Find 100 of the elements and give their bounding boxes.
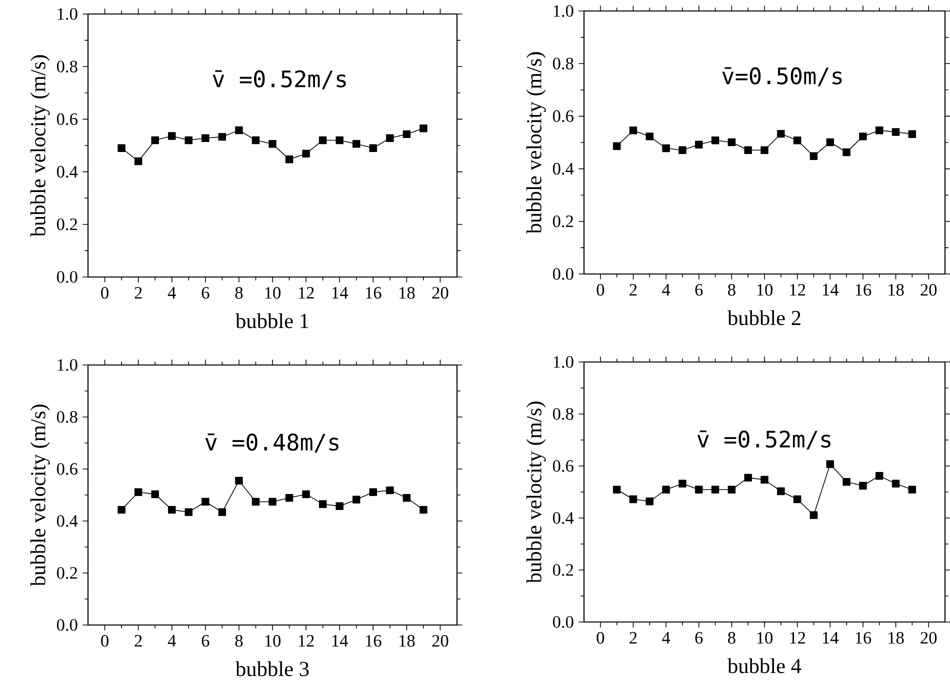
x-tick-label: 12 xyxy=(790,284,806,296)
y-tick-label: 0.4 xyxy=(56,166,78,178)
point xyxy=(711,136,720,144)
point xyxy=(420,506,428,514)
point xyxy=(777,130,785,138)
point xyxy=(646,497,654,506)
point xyxy=(386,486,394,494)
point xyxy=(318,136,327,144)
x-tick-label: 6 xyxy=(202,635,210,647)
point xyxy=(793,136,802,144)
x-tick-label: 14 xyxy=(822,632,839,644)
point xyxy=(612,486,621,494)
point xyxy=(369,144,378,152)
point xyxy=(285,494,294,502)
x-tick-label: 18 xyxy=(888,284,904,296)
x-tick-label: 16 xyxy=(366,287,382,299)
y-tick-label: 0.8 xyxy=(56,60,78,72)
point xyxy=(728,138,736,146)
x-tick-label: 0 xyxy=(101,287,108,299)
annotation: v̄ =0.48m/s xyxy=(205,433,338,452)
y-tick-label: 0.0 xyxy=(56,619,78,631)
point xyxy=(402,494,411,502)
x-tick-label: 20 xyxy=(920,284,937,296)
point xyxy=(612,142,621,150)
y-axis-title: bubble velocity (m/s) xyxy=(526,402,546,584)
point xyxy=(810,511,818,519)
point xyxy=(285,156,294,164)
point xyxy=(760,146,768,154)
x-tick-label: 20 xyxy=(432,287,448,299)
point xyxy=(336,136,344,144)
y-tick-label: 0.6 xyxy=(56,463,78,475)
y-tick-label: 0.6 xyxy=(552,110,574,122)
y-tick-label: 0.2 xyxy=(552,564,574,576)
point xyxy=(118,506,126,514)
point xyxy=(908,130,916,138)
point xyxy=(302,150,310,158)
point xyxy=(695,486,703,494)
annotation: v̄=0.50m/s xyxy=(722,67,842,86)
x-tick-label: 8 xyxy=(235,287,243,299)
x-tick-label: 2 xyxy=(630,284,637,296)
point xyxy=(678,480,686,488)
point xyxy=(420,124,428,132)
point xyxy=(352,496,360,504)
point xyxy=(134,488,142,496)
point xyxy=(859,132,867,140)
point xyxy=(151,490,159,498)
point xyxy=(151,136,159,144)
point xyxy=(386,134,394,142)
y-axis-title: bubble velocity (m/s) xyxy=(526,52,546,234)
point xyxy=(908,486,916,494)
point xyxy=(302,490,310,498)
point xyxy=(268,140,276,148)
x-tick-label: 2 xyxy=(134,287,142,299)
point xyxy=(842,478,850,486)
point xyxy=(777,487,785,496)
x-tick-label: 10 xyxy=(757,632,773,644)
x-tick-label: 12 xyxy=(298,635,314,647)
y-tick-label: 0.4 xyxy=(552,162,574,175)
point xyxy=(402,130,411,138)
x-tick-label: 16 xyxy=(856,632,872,644)
point xyxy=(184,136,193,144)
point xyxy=(695,140,703,148)
point xyxy=(168,506,176,514)
x-tick-label: 8 xyxy=(728,284,736,296)
point xyxy=(235,476,243,485)
point xyxy=(760,476,768,484)
point xyxy=(842,148,850,156)
y-tick-label: 1.0 xyxy=(554,356,574,368)
x-tick-label: 16 xyxy=(856,284,872,296)
point xyxy=(369,488,378,496)
point xyxy=(252,498,260,506)
x-axis-title: bubble 4 xyxy=(727,658,802,674)
point xyxy=(268,498,276,506)
point xyxy=(678,146,686,154)
x-tick-label: 4 xyxy=(662,284,670,296)
y-tick-label: 0.0 xyxy=(56,271,78,283)
point xyxy=(662,144,670,152)
x-tick-label: 6 xyxy=(695,284,703,296)
y-tick-label: 0.8 xyxy=(552,408,574,420)
point xyxy=(202,134,210,142)
x-tick-label: 2 xyxy=(134,635,142,647)
y-tick-label: 0.0 xyxy=(552,268,574,280)
point xyxy=(218,132,226,141)
y-tick-label: 1.0 xyxy=(58,359,78,371)
annotation: v̄ =0.52m/s xyxy=(212,70,346,90)
point xyxy=(134,157,142,166)
x-tick-label: 4 xyxy=(168,287,176,298)
point xyxy=(118,144,126,152)
x-tick-label: 4 xyxy=(168,635,176,646)
y-axis-title: bubble velocity (m/s) xyxy=(30,404,50,586)
point xyxy=(826,460,834,468)
x-tick-label: 10 xyxy=(265,287,281,299)
x-tick-label: 0 xyxy=(596,284,604,296)
x-tick-label: 2 xyxy=(630,632,637,644)
x-tick-label: 20 xyxy=(432,635,448,647)
point xyxy=(318,500,327,508)
y-tick-label: 0.4 xyxy=(552,512,574,524)
point xyxy=(711,486,720,494)
point xyxy=(336,502,344,510)
point xyxy=(859,482,867,490)
